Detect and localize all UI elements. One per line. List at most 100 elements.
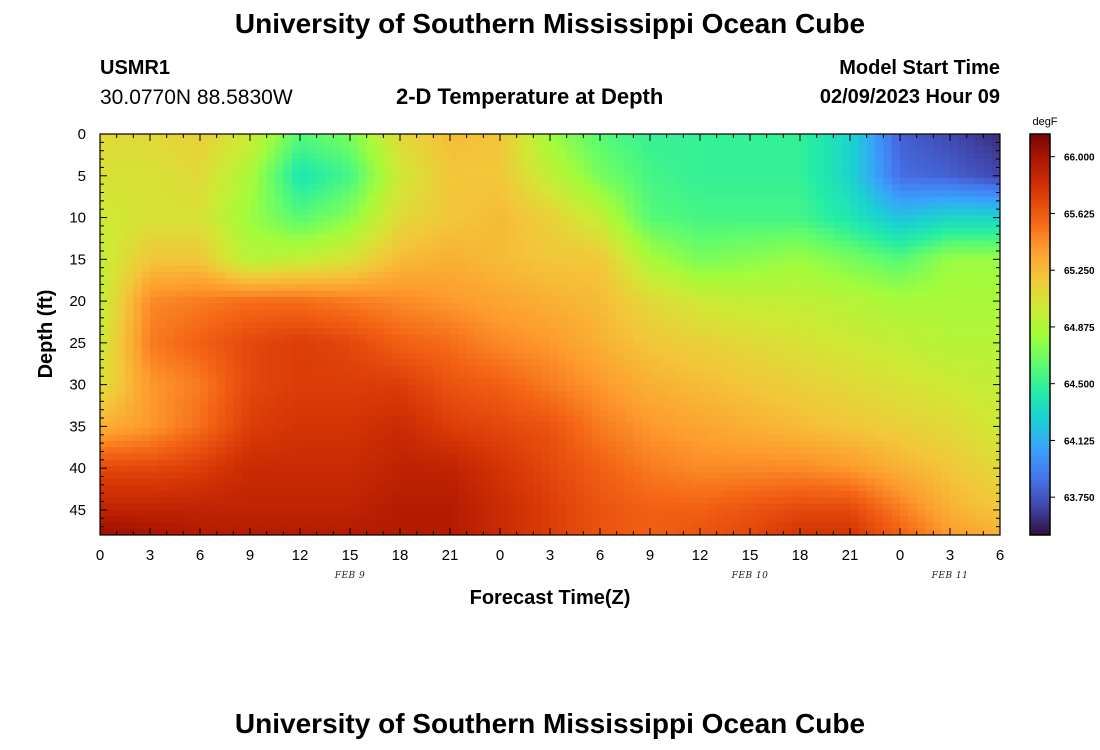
heatmap-cell xyxy=(625,177,634,185)
heatmap-cell xyxy=(183,246,193,254)
heatmap-cell xyxy=(400,177,409,185)
heatmap-cell xyxy=(741,271,751,279)
heatmap-cell xyxy=(700,453,709,461)
heatmap-cell xyxy=(358,491,368,499)
heatmap-cell xyxy=(525,497,534,505)
heatmap-cell xyxy=(541,234,551,242)
heatmap-cell xyxy=(166,353,176,361)
heatmap-cell xyxy=(183,340,193,348)
heatmap-cell xyxy=(725,190,734,198)
heatmap-cell xyxy=(725,353,734,361)
heatmap-cell xyxy=(175,484,184,492)
heatmap-cell xyxy=(383,409,393,417)
heatmap-cell xyxy=(325,259,334,267)
heatmap-cell xyxy=(341,278,351,285)
heatmap-cell xyxy=(225,378,234,386)
heatmap-cell xyxy=(116,215,126,223)
heatmap-cell xyxy=(358,353,368,361)
heatmap-cell xyxy=(383,209,393,217)
heatmap-cell xyxy=(333,491,343,499)
heatmap-cell xyxy=(658,390,668,398)
heatmap-cell xyxy=(300,202,309,210)
heatmap-cell xyxy=(650,334,659,342)
heatmap-cell xyxy=(516,334,526,342)
heatmap-cell xyxy=(508,190,518,198)
heatmap-cell xyxy=(483,290,493,298)
heatmap-cell xyxy=(458,196,468,204)
heatmap-cell xyxy=(675,347,684,354)
heatmap-cell xyxy=(100,472,109,480)
heatmap-cell xyxy=(700,353,709,361)
heatmap-cell xyxy=(641,365,651,373)
heatmap-cell xyxy=(333,134,343,141)
heatmap-cell xyxy=(333,459,343,467)
heatmap-cell xyxy=(341,290,351,298)
heatmap-cell xyxy=(391,428,401,436)
heatmap-cell xyxy=(525,441,534,448)
heatmap-cell xyxy=(683,196,693,204)
heatmap-cell xyxy=(583,271,593,279)
heatmap-cell xyxy=(408,278,418,285)
heatmap-cell xyxy=(116,209,126,217)
heatmap-cell xyxy=(150,209,159,217)
heatmap-cell xyxy=(325,472,334,480)
heatmap-cell xyxy=(475,146,484,154)
heatmap-cell xyxy=(308,509,318,517)
heatmap-cell xyxy=(225,522,234,530)
heatmap-cell xyxy=(550,428,559,436)
heatmap-cell xyxy=(208,503,218,511)
heatmap-cell xyxy=(475,240,484,248)
heatmap-cell xyxy=(166,409,176,417)
heatmap-cell xyxy=(250,215,259,223)
heatmap-cell xyxy=(108,453,118,461)
heatmap-cell xyxy=(225,459,234,467)
heatmap-cell xyxy=(575,296,584,304)
heatmap-cell xyxy=(141,184,151,191)
heatmap-cell xyxy=(633,409,643,417)
heatmap-cell xyxy=(458,328,468,336)
heatmap-cell xyxy=(741,134,751,141)
heatmap-cell xyxy=(650,528,659,535)
heatmap-cell xyxy=(291,434,301,442)
heatmap-cell xyxy=(183,221,193,229)
heatmap-cell xyxy=(550,453,559,461)
heatmap-cell xyxy=(141,271,151,279)
heatmap-cell xyxy=(708,428,718,436)
heatmap-cell xyxy=(675,171,684,179)
heatmap-cell xyxy=(708,441,718,448)
heatmap-cell xyxy=(416,390,426,398)
heatmap-cell xyxy=(675,359,684,367)
heatmap-cell xyxy=(525,284,534,292)
heatmap-cell xyxy=(458,234,468,242)
heatmap-cell xyxy=(341,328,351,336)
heatmap-cell xyxy=(500,209,509,217)
heatmap-cell xyxy=(291,447,301,455)
heatmap-cell xyxy=(416,259,426,267)
heatmap-cell xyxy=(616,221,626,229)
heatmap-cell xyxy=(408,434,418,442)
heatmap-cell xyxy=(558,221,568,229)
heatmap-cell xyxy=(258,434,268,442)
heatmap-cell xyxy=(700,177,709,185)
heatmap-cell xyxy=(450,372,459,379)
heatmap-cell xyxy=(591,227,601,235)
heatmap-cell xyxy=(233,434,243,442)
heatmap-cell xyxy=(650,278,659,285)
heatmap-cell xyxy=(300,165,309,173)
heatmap-cell xyxy=(533,165,543,173)
heatmap-cell xyxy=(275,265,284,273)
heatmap-cell xyxy=(675,227,684,235)
heatmap-cell xyxy=(100,528,109,535)
heatmap-cell xyxy=(533,384,543,392)
heatmap-cell xyxy=(283,209,293,217)
heatmap-cell xyxy=(616,234,626,242)
heatmap-cell xyxy=(733,484,743,492)
model-start-value: 02/09/2023 Hour 09 xyxy=(819,86,1000,108)
heatmap-cell xyxy=(408,491,418,499)
heatmap-cell xyxy=(566,415,576,423)
heatmap-cell xyxy=(183,171,193,179)
heatmap-cell xyxy=(291,441,301,448)
heatmap-cell xyxy=(725,246,734,254)
heatmap-cell xyxy=(500,159,509,166)
heatmap-cell xyxy=(125,334,134,342)
